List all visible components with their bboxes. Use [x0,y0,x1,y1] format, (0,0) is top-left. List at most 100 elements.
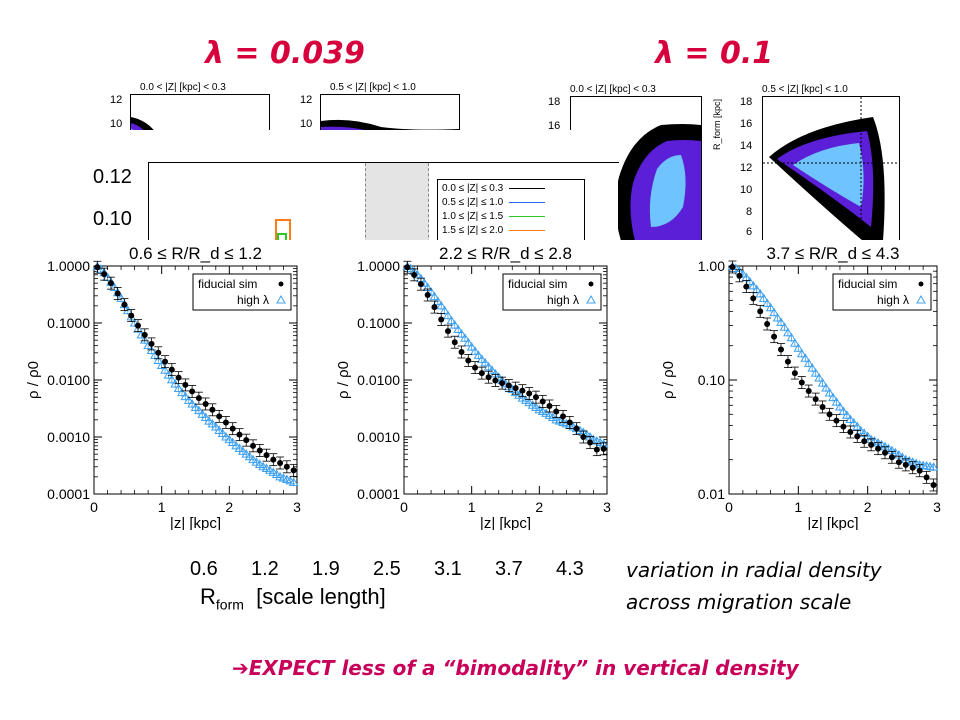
legend-label-high-lambda: high λ [237,293,269,307]
fiducial-point [290,467,297,474]
high-lambda-point [769,307,779,317]
high-lambda-point [514,390,524,399]
high-lambda-point [187,398,197,408]
fiducial-point [812,396,819,403]
y-axis-label: ρ / ρ0 [25,361,42,399]
high-lambda-point [166,374,177,384]
fiducial-point [916,467,923,474]
fiducial-point [216,413,223,420]
high-lambda-point [776,317,786,326]
high-lambda-point [190,402,201,411]
high-lambda-point [204,416,214,425]
fiducial-point [750,295,757,302]
fiducial-point [94,264,101,271]
top-panel-4: 0.5 < |Z| [kpc] < 1.0 18 16 14 12 10 8 6… [710,80,900,242]
fiducial-point [930,481,937,488]
fiducial-point [826,411,833,418]
fiducial-point [229,425,236,432]
fiducial-point [162,358,169,365]
legend-marker-fiducial [278,281,284,287]
middle-plot: 0.12 0.10 0.0 ≤ |Z| ≤ 0.3 0.5 ≤ |Z| ≤ 1.0… [15,130,619,253]
legend-label-high-lambda: high λ [877,293,909,307]
fiducial-point [465,357,472,364]
y-tick-label: 0.0100 [47,372,90,388]
fiducial-point [573,425,580,432]
middle-legend-entry: 1.5 ≤ |Z| ≤ 2.0 [442,225,546,236]
fiducial-point [868,441,875,448]
conclusion: ➔EXPECT less of a “bimodality” in vertic… [232,656,799,680]
top-panel-ytick: 18 [740,96,753,108]
fiducial-point [141,331,148,338]
middle-legend: 0.0 ≤ |Z| ≤ 0.3 0.5 ≤ |Z| ≤ 1.0 1.0 ≤ |Z| … [437,179,585,241]
high-lambda-point [517,393,528,402]
fiducial-point [854,433,861,440]
high-lambda-point [180,391,191,401]
fiducial-point [729,264,736,271]
title-lambda-high: λ = 0.1 [655,36,774,71]
chart-legend [192,273,292,311]
density-profile-chart-outer: 3.7 ≤ R/R_d ≤ 4.3 1.00 0.10 0.010 1 2 3 |z| [kp… [660,244,941,530]
high-lambda-point [446,315,457,325]
rform-tick-label: 1.2 [251,558,279,580]
high-lambda-point [476,354,487,363]
high-lambda-point [548,412,558,421]
high-lambda-point [463,337,474,347]
fiducial-point [757,308,764,315]
high-lambda-point [493,372,504,381]
high-lambda-point [581,429,592,439]
high-lambda-point [928,462,939,471]
high-lambda-point [755,288,766,298]
high-lambda-point [221,431,231,441]
middle-legend-line [509,216,546,217]
fiducial-point [417,281,424,288]
x-tick-label: 2 [535,499,543,515]
fiducial-point [553,408,560,415]
high-lambda-point [852,421,863,431]
high-lambda-point [129,317,140,327]
top-panel-ytick: 12 [740,162,753,174]
fiducial-point [243,437,250,444]
x-tick-label: 0 [725,499,733,515]
y-axis-label: ρ / ρ0 [660,361,677,399]
legend-marker-high-lambda [586,294,596,304]
fiducial-point [566,419,573,426]
fiducial-point [444,328,451,335]
legend-label-fiducial: fiducial sim [838,277,897,291]
high-lambda-point [845,414,856,424]
high-lambda-point [139,335,150,344]
x-tick-label: 3 [293,499,301,515]
fiducial-point [283,463,290,470]
high-lambda-point [194,405,204,415]
middle-legend-label: 1.5 ≤ |Z| ≤ 2.0 [442,225,504,236]
high-lambda-point [268,467,279,476]
fiducial-point [875,445,882,452]
fiducial-point [580,434,587,440]
fiducial-point [923,474,930,481]
middle-legend-line [509,230,546,231]
y-tick-label: 0.0010 [47,429,90,445]
top-panel-ytick: 12 [110,94,123,106]
high-lambda-point [838,406,849,415]
y-tick-label: 0.01 [698,486,725,502]
high-lambda-point [817,378,828,387]
fiducial-point [485,374,492,381]
fiducial-point [519,387,526,394]
y-axis-label: ρ / ρ0 [335,361,352,399]
high-lambda-point [227,437,238,447]
fiducial-point [411,271,418,278]
y-tick-label: 1.00 [698,258,725,274]
fiducial-point [182,381,189,388]
high-lambda-point [544,410,555,419]
fiducial-point [202,400,209,407]
fiducial-point [155,349,162,356]
y-tick-label: 0.0001 [357,486,400,502]
high-lambda-point [831,397,842,406]
high-lambda-point [828,392,838,402]
high-lambda-point [429,291,440,301]
top-panel-ytick: 14 [740,140,753,152]
fiducial-point [270,456,277,463]
note-line-1: variation in radial density [626,558,882,582]
fiducial-point [114,290,121,297]
fiducial-point [263,452,270,459]
fiducial-point [250,442,257,449]
